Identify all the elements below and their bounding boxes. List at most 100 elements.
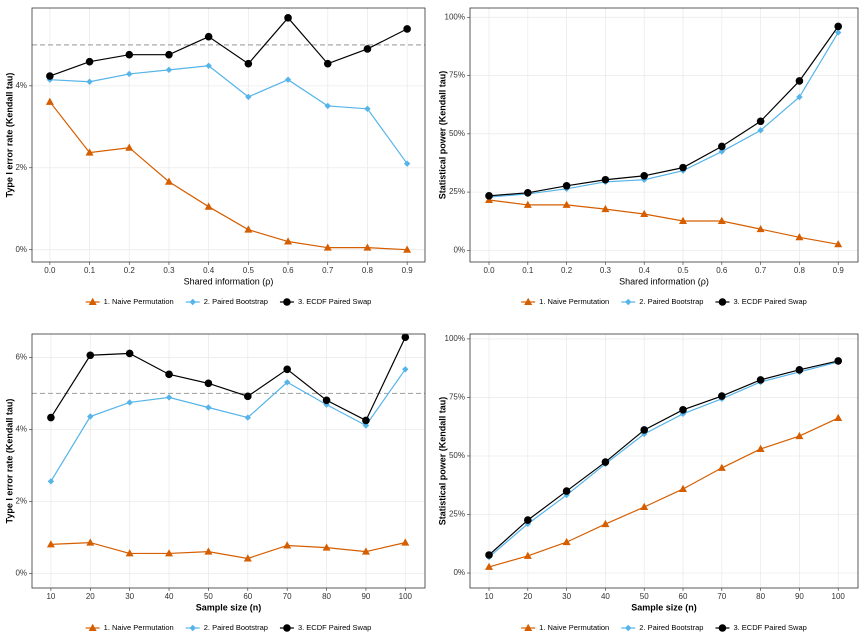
data-point xyxy=(834,357,843,365)
data-point xyxy=(361,547,370,555)
data-point xyxy=(363,243,372,251)
data-point xyxy=(403,245,412,253)
y-tick-label: 4% xyxy=(15,425,27,434)
legend-label: 2. Paired Bootstrap xyxy=(204,297,268,306)
data-point xyxy=(402,366,409,373)
data-point xyxy=(85,148,94,156)
data-point xyxy=(125,549,134,557)
plot-border xyxy=(31,333,426,589)
y-tick-label: 0% xyxy=(15,245,27,254)
x-tick-label: 0.4 xyxy=(203,266,215,275)
data-point xyxy=(757,127,764,134)
y-axis-title: Type I error rate (Kendall tau) xyxy=(4,73,14,198)
x-tick-label: 80 xyxy=(756,592,765,601)
data-point xyxy=(125,143,134,151)
plot-border xyxy=(469,333,859,589)
series-line xyxy=(49,101,408,251)
data-point xyxy=(640,171,649,180)
data-point xyxy=(205,62,212,69)
data-point xyxy=(204,547,213,555)
y-tick-label: 2% xyxy=(15,163,27,172)
data-point xyxy=(756,117,765,126)
data-point xyxy=(679,163,687,172)
data-point xyxy=(244,414,251,421)
x-tick-label: 20 xyxy=(523,592,532,601)
data-point xyxy=(756,224,765,233)
data-point xyxy=(601,204,610,213)
data-point xyxy=(795,431,804,440)
series-line xyxy=(50,368,406,482)
data-point xyxy=(401,333,410,342)
data-point xyxy=(601,458,610,466)
data-point xyxy=(165,549,174,557)
data-point xyxy=(718,148,726,155)
x-tick-label: 0.3 xyxy=(600,266,612,275)
plot-background xyxy=(470,334,858,588)
data-point xyxy=(485,551,493,559)
data-point xyxy=(165,394,173,401)
data-point xyxy=(601,519,610,528)
plot-background xyxy=(470,8,858,262)
data-point xyxy=(47,478,55,485)
legend-label: 3. ECDF Paired Swap xyxy=(733,297,806,306)
data-point xyxy=(86,538,95,546)
legend-marker xyxy=(88,297,97,305)
x-tick-label: 0.9 xyxy=(833,266,845,275)
data-point xyxy=(679,484,688,492)
data-point xyxy=(324,102,331,110)
y-tick-label: 50% xyxy=(449,129,465,138)
x-tick-label: 100 xyxy=(832,592,846,601)
data-point xyxy=(46,540,55,548)
series-line xyxy=(50,336,406,422)
legend-label: 1. Naive Permutation xyxy=(104,297,174,306)
data-point xyxy=(165,66,173,74)
data-point xyxy=(204,379,213,388)
plot-background xyxy=(32,334,425,588)
data-point xyxy=(601,175,610,184)
x-tick-label: 0.7 xyxy=(322,266,334,275)
x-tick-label: 40 xyxy=(601,592,610,601)
x-tick-label: 0.3 xyxy=(163,266,175,275)
data-point xyxy=(717,463,726,471)
x-tick-label: 10 xyxy=(46,592,55,601)
data-point xyxy=(718,392,726,400)
data-point xyxy=(283,365,291,374)
x-tick-label: 0.5 xyxy=(243,266,255,275)
data-point xyxy=(205,404,212,411)
series-line xyxy=(488,417,839,568)
x-tick-label: 0.8 xyxy=(362,266,374,275)
legend-label: 1. Naive Permutation xyxy=(539,297,609,306)
data-point xyxy=(283,379,291,386)
legend-label: 1. Naive Permutation xyxy=(104,623,174,632)
data-point xyxy=(284,14,292,22)
y-tick-label: 100% xyxy=(445,12,465,21)
data-point xyxy=(795,77,804,85)
data-point xyxy=(126,70,133,78)
x-tick-label: 30 xyxy=(562,592,571,601)
x-tick-label: 0.0 xyxy=(44,266,56,275)
legend: 1. Naive Permutation 2. Paired Bootstrap 3… xyxy=(85,623,371,632)
x-tick-label: 10 xyxy=(485,592,494,601)
legend-label: 3. ECDF Paired Swap xyxy=(733,623,806,632)
x-axis-title: Shared information (ρ) xyxy=(619,276,709,286)
data-point xyxy=(243,392,252,401)
data-point xyxy=(834,240,843,248)
data-point xyxy=(243,554,252,562)
data-point xyxy=(45,97,54,105)
data-point xyxy=(284,76,292,83)
data-point xyxy=(86,351,95,360)
x-tick-label: 30 xyxy=(125,592,134,601)
legend-marker xyxy=(524,297,533,305)
legend-marker xyxy=(524,623,533,631)
data-point xyxy=(403,25,411,33)
legend-label: 3. ECDF Paired Swap xyxy=(298,297,371,306)
x-tick-label: 90 xyxy=(795,592,804,601)
legend-label: 2. Paired Bootstrap xyxy=(639,297,703,306)
x-tick-label: 50 xyxy=(204,592,213,601)
data-point xyxy=(524,188,532,197)
data-point xyxy=(363,45,372,53)
y-tick-label: 75% xyxy=(449,71,465,80)
x-tick-label: 0.1 xyxy=(84,266,96,275)
data-point xyxy=(796,93,803,101)
y-tick-label: 2% xyxy=(15,497,27,506)
